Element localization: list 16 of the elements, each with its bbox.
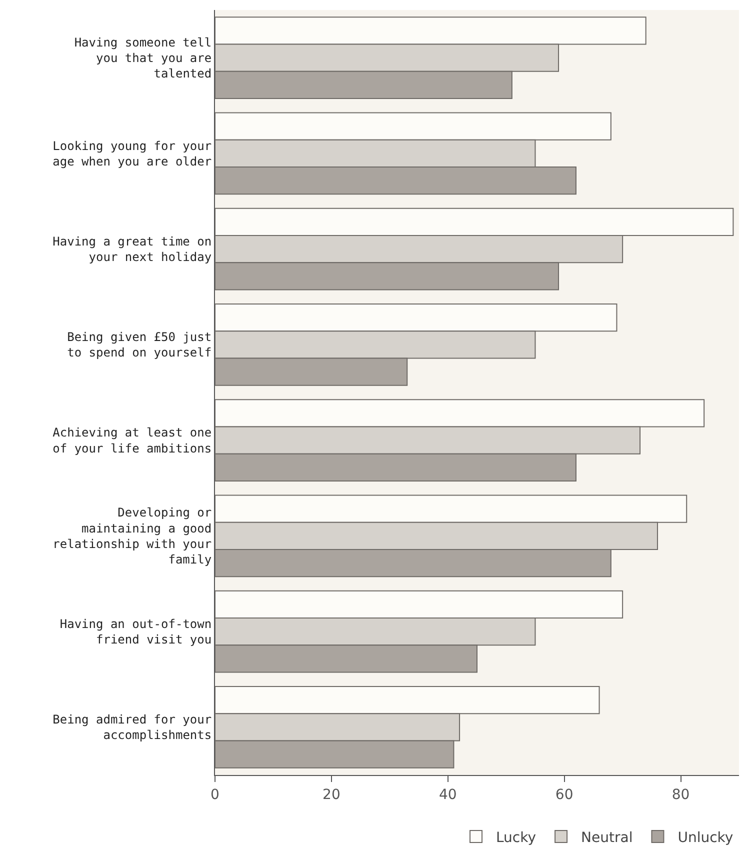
y-tick-label: Looking young for your age when you are older	[52, 138, 212, 168]
legend-label: Lucky	[496, 830, 536, 846]
legend-label: Unlucky	[678, 830, 734, 846]
y-tick-label: Developing or maintaining a good relationship with your family	[52, 506, 212, 567]
y-tick-label: Having someone tell you that you are talented	[74, 35, 212, 81]
y-tick-label: Being given £50 just to spend on yourself	[67, 330, 212, 360]
x-tick-label: 0	[210, 786, 220, 803]
y-tick-label: Being admired for your accomplishments	[52, 712, 212, 742]
x-tick-label: 20	[322, 786, 340, 803]
y-tick-label: Achieving at least one of your life ambitions	[52, 426, 212, 456]
legend-label: Neutral	[581, 830, 633, 846]
y-tick-label: Having an out-of-town friend visit you	[60, 616, 212, 647]
x-tick-label: 60	[555, 786, 574, 803]
x-tick-label: 40	[438, 786, 457, 803]
y-tick-label: Having a great time on your next holiday	[52, 234, 212, 264]
x-tick-label: 80	[672, 786, 690, 803]
